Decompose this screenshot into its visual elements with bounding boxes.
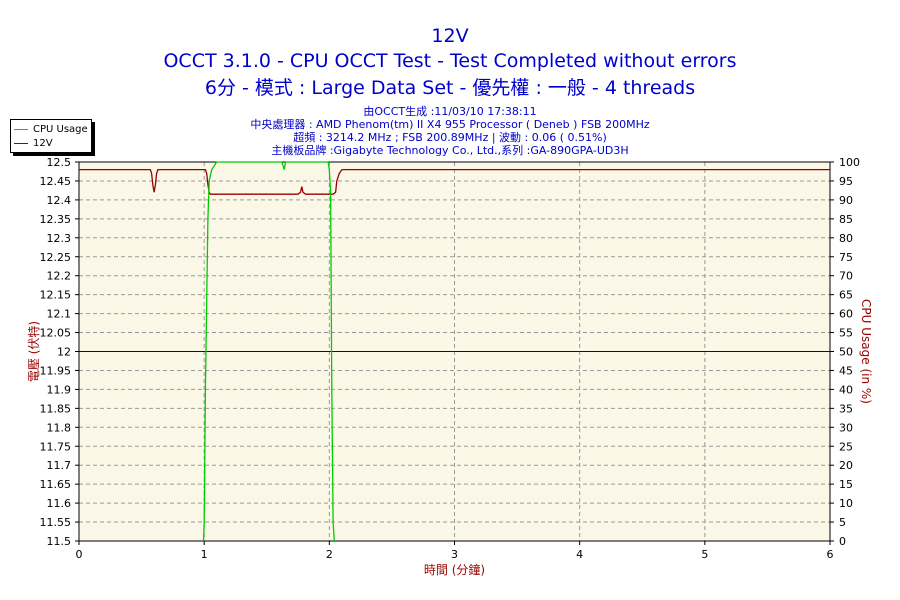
y-left-tick-label: 12.5 [47,156,72,169]
y-left-tick-label: 12.3 [47,232,72,245]
y-left-tick-label: 11.5 [47,535,72,548]
x-tick-label: 0 [76,548,83,561]
y-right-axis-label: CPU Usage (in %) [859,299,873,404]
y-right-tick-label: 45 [839,364,853,377]
y-left-tick-label: 11.65 [40,478,72,491]
chart-title: 12V [431,25,469,47]
y-right-tick-label: 60 [839,308,853,321]
y-left-tick-label: 11.75 [40,440,72,453]
legend-swatch-cpu-usage [14,128,28,130]
info-motherboard: 主機板品牌 :Gigabyte Technology Co., Ltd.,系列 … [271,144,629,157]
x-tick-label: 4 [576,548,583,561]
y-right-tick-label: 15 [839,478,853,491]
y-left-axis-label: 電壓 (伏特) [26,321,41,382]
y-right-tick-label: 20 [839,459,853,472]
legend-label-12v: 12V [33,137,53,149]
y-right-tick-label: 35 [839,402,853,415]
y-left-tick-label: 12.45 [40,175,72,188]
x-tick-label: 6 [827,548,834,561]
y-right-tick-label: 40 [839,383,853,396]
y-left-tick-label: 12 [57,346,71,359]
legend-item-12v: 12V [14,137,53,149]
y-left-tick-label: 11.95 [40,364,72,377]
info-cpu: 中央處理器 : AMD Phenom(tm) II X4 955 Process… [250,118,650,131]
chart-subtitle-test: OCCT 3.1.0 - CPU OCCT Test - Test Comple… [163,50,737,72]
y-left-tick-label: 11.85 [40,402,72,415]
y-left-tick-label: 12.35 [40,213,72,226]
y-right-tick-label: 85 [839,213,853,226]
chart-subtitle-mode: 6分 - 模式 : Large Data Set - 優先權 : 一般 - 4 … [204,77,696,99]
y-left-tick-label: 12.1 [47,308,72,321]
series-line-cpu-usage [202,161,335,542]
y-right-tick-label: 65 [839,289,853,302]
y-right-tick-label: 50 [839,346,853,359]
y-left-tick-label: 12.2 [47,270,72,283]
y-right-tick-label: 0 [839,535,846,548]
series-line-12v [79,168,830,195]
x-axis-label: 時間 (分鐘) [424,562,485,577]
y-right-tick-label: 5 [839,516,846,529]
y-left-tick-label: 11.8 [47,421,72,434]
x-tick-label: 1 [201,548,208,561]
y-left-tick-label: 12.25 [40,251,72,264]
y-right-tick-label: 80 [839,232,853,245]
y-left-tick-label: 11.9 [47,383,72,396]
legend-swatch-12v [14,142,28,144]
y-right-tick-label: 95 [839,175,853,188]
y-right-tick-label: 30 [839,421,853,434]
y-left-tick-label: 12.15 [40,289,72,302]
x-tick-label: 5 [701,548,708,561]
y-left-tick-label: 11.7 [47,459,72,472]
legend-item-cpu-usage: CPU Usage [14,123,88,135]
y-right-tick-label: 100 [839,156,860,169]
y-right-tick-label: 90 [839,194,853,207]
x-tick-label: 3 [451,548,458,561]
x-tick-label: 2 [326,548,333,561]
y-right-tick-label: 75 [839,251,853,264]
info-generated: 由OCCT生成 :11/03/10 17:38:11 [363,105,537,118]
y-right-tick-label: 70 [839,270,853,283]
y-left-tick-label: 12.05 [40,327,72,340]
y-left-tick-label: 11.55 [40,516,72,529]
y-left-tick-label: 12.4 [47,194,72,207]
y-left-tick-label: 11.6 [47,497,72,510]
legend-label-cpu-usage: CPU Usage [33,123,88,135]
y-right-tick-label: 55 [839,327,853,340]
legend: CPU Usage 12V [10,119,92,153]
y-right-tick-label: 10 [839,497,853,510]
y-right-tick-label: 25 [839,440,853,453]
info-clock: 超頻 : 3214.2 MHz ; FSB 200.89MHz | 波動 : 0… [293,131,607,144]
